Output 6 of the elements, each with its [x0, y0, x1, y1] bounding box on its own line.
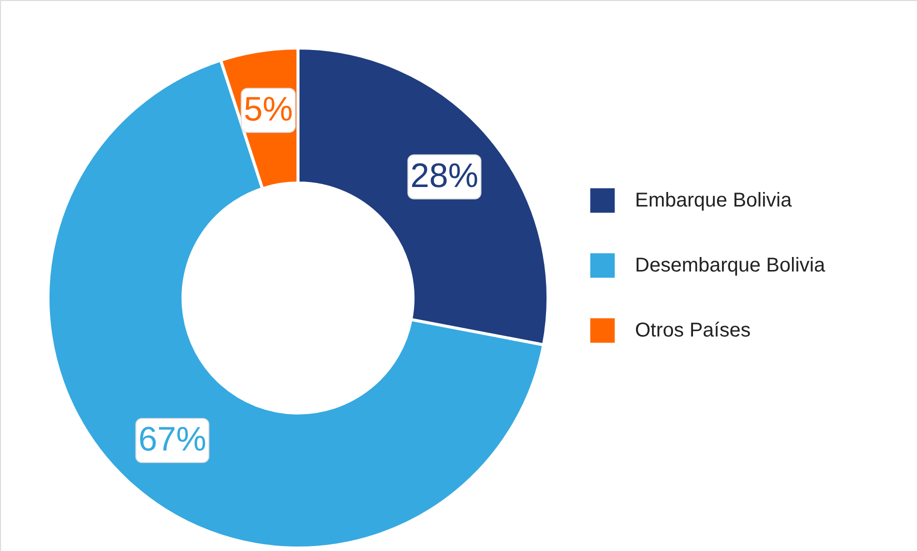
- data-label: 5%: [244, 90, 293, 128]
- data-label: 67%: [138, 420, 206, 459]
- data-label: 28%: [410, 156, 478, 195]
- legend-label: Embarque Bolivia: [635, 190, 793, 212]
- legend-label: Otros Países: [635, 320, 751, 342]
- legend-label: Desembarque Bolivia: [635, 254, 826, 276]
